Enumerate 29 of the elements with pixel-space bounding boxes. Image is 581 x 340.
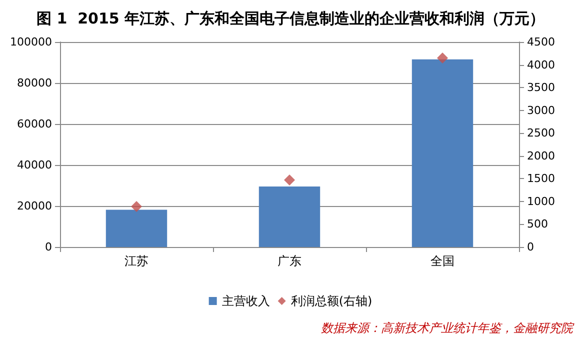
y2-tick-label: 4000 (527, 58, 555, 72)
y-tick-label: 0 (45, 240, 52, 254)
legend-label: 主营收入 (222, 294, 270, 308)
point (131, 200, 142, 212)
bar (258, 186, 320, 247)
x-tick-label: 全国 (430, 254, 454, 268)
bar (106, 210, 168, 247)
y-tick-label: 100000 (10, 36, 52, 48)
point (284, 174, 295, 186)
legend-label: 利润总额(右轴) (290, 294, 372, 308)
chart-title: 图 1 2015 年江苏、广东和全国电子信息制造业的企业营收和利润（万元） (36, 10, 545, 28)
y2-tick-label: 1500 (527, 172, 555, 186)
y2-tick-label: 2000 (527, 149, 555, 162)
y-tick-label: 40000 (17, 158, 52, 172)
x-tick-label: 广东 (278, 254, 302, 268)
y-tick-label: 60000 (17, 118, 52, 130)
y2-tick-label: 4500 (527, 36, 555, 48)
y2-tick-label: 1000 (527, 194, 555, 208)
y-tick-label: 20000 (17, 200, 52, 212)
bar (412, 59, 474, 247)
y-tick-label: 80000 (17, 76, 52, 90)
y2-tick-label: 0 (527, 240, 534, 254)
y2-tick-label: 3500 (527, 81, 555, 94)
y2-tick-label: 3000 (527, 104, 555, 117)
y2-tick-label: 500 (527, 218, 548, 231)
point (437, 52, 448, 64)
x-tick-label: 江苏 (124, 254, 148, 268)
y2-tick-label: 2500 (527, 126, 555, 140)
source-note: 数据来源：高新技术产业统计年鉴，金融研究院 (321, 321, 575, 335)
